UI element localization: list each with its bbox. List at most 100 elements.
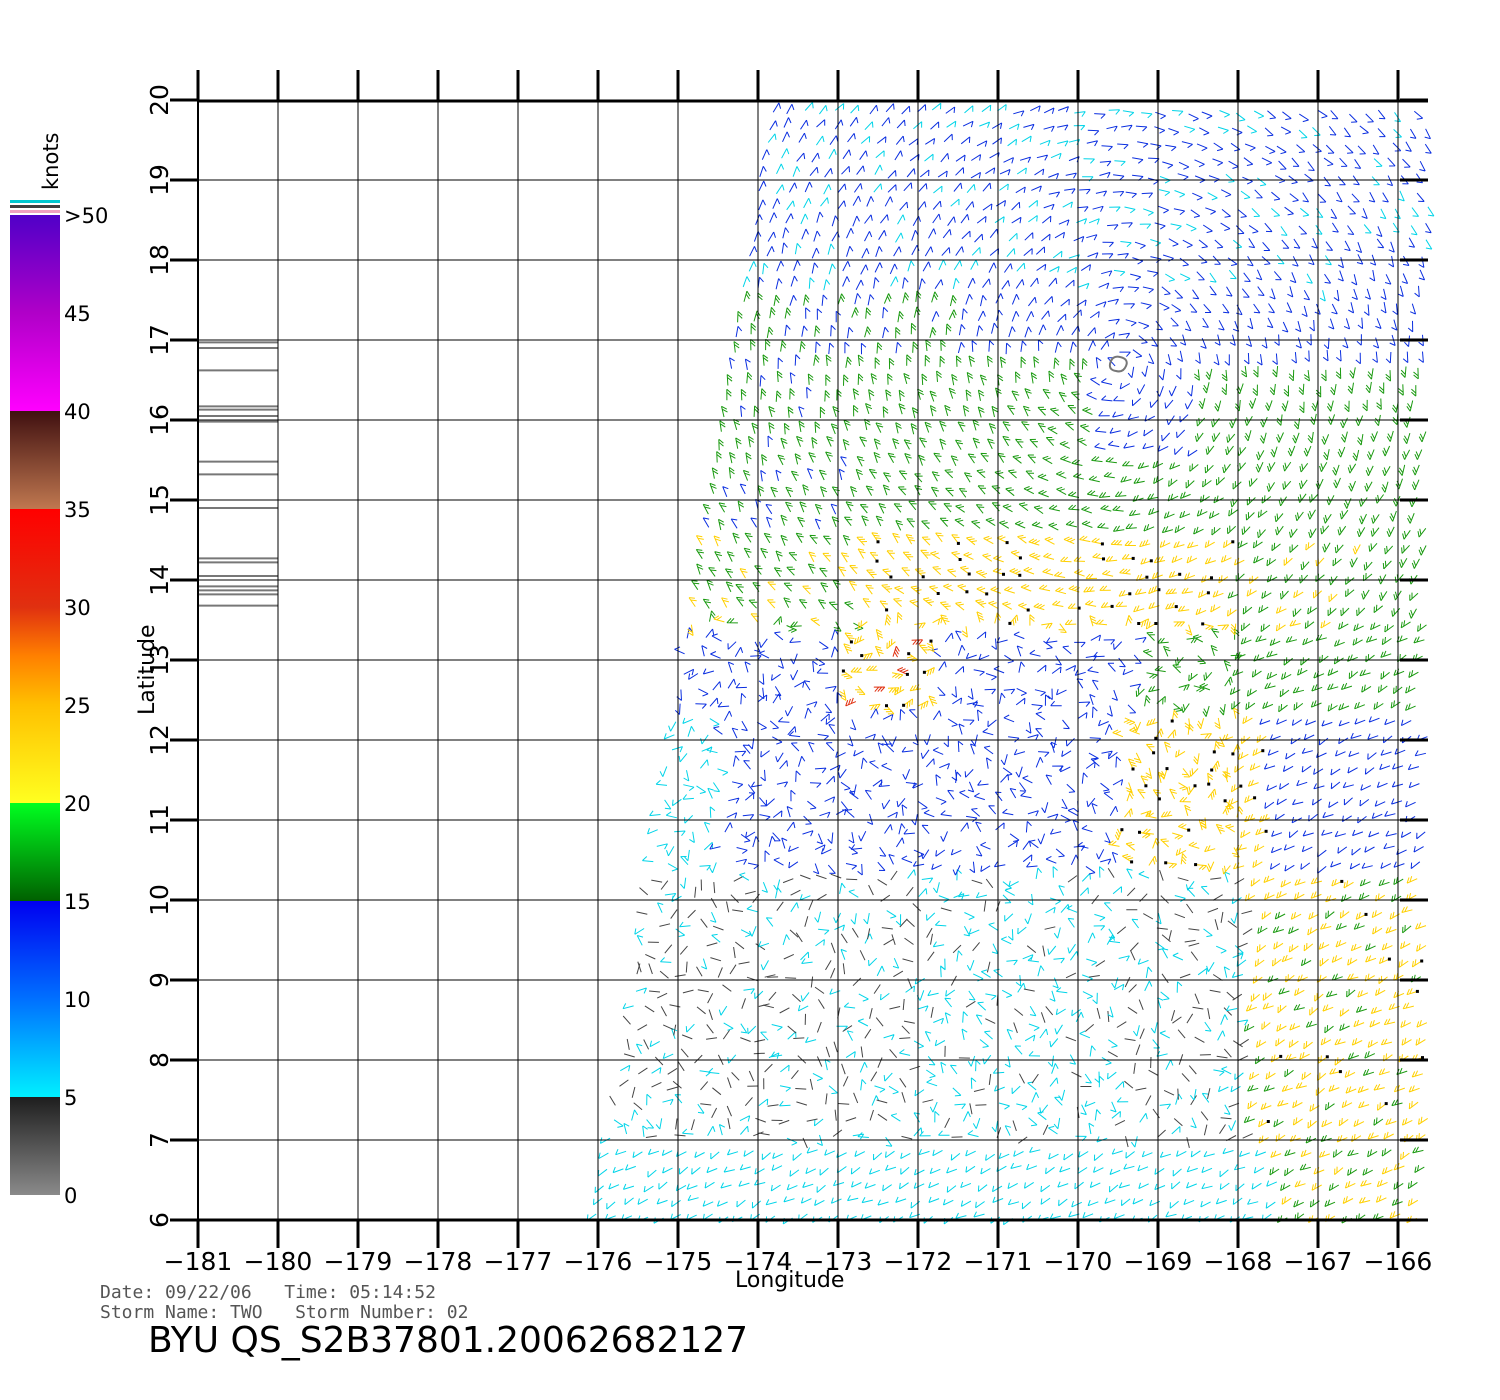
wind-barb <box>1243 157 1254 166</box>
wind-barb <box>717 768 729 776</box>
rain-flag-dot <box>875 559 879 563</box>
wind-barb <box>1130 1136 1138 1148</box>
wind-barb <box>643 1185 654 1193</box>
wind-barb <box>1293 1003 1305 1011</box>
wind-barb <box>622 1015 631 1025</box>
wind-barb <box>1294 878 1306 886</box>
wind-barb <box>895 327 901 339</box>
wind-barb <box>1168 570 1180 578</box>
wind-barb <box>1045 855 1057 864</box>
wind-barb <box>707 787 714 799</box>
wind-barb <box>662 1052 674 1060</box>
wind-barb <box>912 903 922 912</box>
wind-barb <box>894 150 903 161</box>
wind-barb <box>1074 1181 1084 1190</box>
wind-barb <box>1027 810 1039 817</box>
wind-barb <box>1328 593 1338 603</box>
rain-flag-dot <box>885 608 889 612</box>
wind-barb <box>671 746 683 753</box>
wind-barb <box>1127 413 1140 420</box>
wind-barb <box>1094 113 1106 119</box>
wind-barb <box>1132 257 1144 265</box>
wind-barb <box>1304 350 1310 362</box>
wind-barb <box>1073 556 1086 562</box>
wind-barb <box>1276 718 1287 725</box>
wind-barb <box>708 1067 720 1074</box>
wind-barb <box>643 1039 650 1050</box>
wind-barb <box>1260 623 1271 632</box>
wind-barb <box>707 993 714 1004</box>
wind-barb <box>1220 911 1224 923</box>
wind-barb <box>1113 269 1126 277</box>
wind-barb <box>1058 1089 1066 1101</box>
wind-barb <box>1109 806 1119 817</box>
wind-barb <box>1054 341 1062 353</box>
wind-barb <box>1065 665 1077 672</box>
rain-flag-dot <box>965 590 969 594</box>
rain-flag-dot <box>885 704 888 708</box>
wind-barb <box>988 262 997 273</box>
wind-barb <box>1400 620 1411 629</box>
wind-barb <box>996 309 1003 321</box>
wind-barb <box>761 149 770 160</box>
wind-barb <box>977 1001 987 1011</box>
wind-barb <box>687 909 696 919</box>
wind-barb <box>1028 215 1038 223</box>
wind-barb <box>878 230 887 240</box>
wind-barb <box>989 248 999 256</box>
wind-barb <box>1358 892 1370 901</box>
wind-barb <box>1003 157 1014 164</box>
wind-barb <box>1158 189 1171 197</box>
wind-barb <box>1064 421 1075 431</box>
wind-barb <box>1124 1080 1134 1089</box>
wind-barb <box>732 909 744 912</box>
wind-barb <box>1037 1111 1047 1121</box>
wind-barb <box>631 1086 636 1098</box>
wind-barb <box>1278 987 1290 995</box>
wind-barb <box>1289 619 1301 627</box>
wind-barb <box>1243 1023 1255 1032</box>
wind-barb <box>830 942 836 954</box>
wind-barb <box>683 784 695 792</box>
wind-barb <box>744 792 755 801</box>
wind-barb <box>1118 657 1126 668</box>
wind-barb <box>711 633 722 642</box>
wind-barb <box>637 961 642 973</box>
wind-barb <box>877 1199 889 1206</box>
wind-barb <box>1025 722 1032 734</box>
wind-barb <box>1108 840 1120 847</box>
wind-barb <box>1347 205 1356 215</box>
wind-barb <box>743 1150 754 1157</box>
wind-barb <box>1278 496 1288 507</box>
wind-barb <box>1143 524 1155 532</box>
wind-barb <box>850 104 860 114</box>
wind-barb <box>806 1118 818 1122</box>
wind-barb <box>1237 462 1247 472</box>
wind-barb <box>896 612 903 624</box>
wind-barb <box>861 515 869 527</box>
wind-barb <box>1324 1199 1336 1207</box>
wind-barb <box>1392 495 1401 507</box>
wind-barb <box>1302 637 1314 646</box>
wind-barb <box>1000 754 1008 766</box>
wind-barb <box>942 228 952 239</box>
wind-barb <box>706 579 714 591</box>
wind-barb <box>1321 829 1333 836</box>
wind-barb <box>733 947 736 959</box>
wind-barb <box>912 215 921 226</box>
wind-barb <box>843 419 851 431</box>
wind-barb <box>1146 632 1155 641</box>
wind-barb <box>695 535 704 546</box>
wind-barb <box>646 1093 652 1106</box>
wind-barb <box>1299 462 1309 473</box>
wind-barb <box>1256 734 1267 744</box>
wind-barb <box>1262 992 1273 1001</box>
wind-barb <box>1351 288 1358 300</box>
wind-barb <box>1056 987 1068 994</box>
wind-barb <box>1039 1028 1049 1039</box>
rain-flag-dot <box>860 654 864 658</box>
wind-barb <box>1010 1162 1022 1169</box>
wind-barb <box>808 277 815 289</box>
wind-barb <box>1267 110 1277 120</box>
wind-barb <box>1307 161 1315 171</box>
